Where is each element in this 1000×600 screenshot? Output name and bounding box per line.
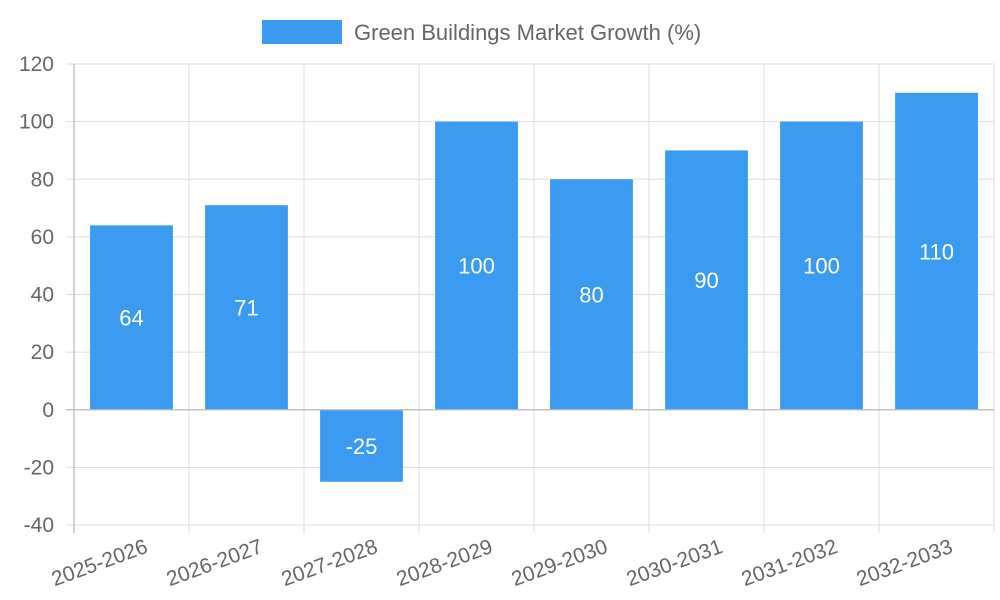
bar xyxy=(435,121,518,410)
x-tick-label: 2028-2029 xyxy=(393,535,495,591)
bar-value-label: -25 xyxy=(346,434,378,459)
bar-value-label: 64 xyxy=(119,306,143,331)
x-tick-label: 2027-2028 xyxy=(278,535,380,591)
bar-value-label: 110 xyxy=(919,239,954,264)
legend-label: Green Buildings Market Growth (%) xyxy=(354,20,701,45)
data-labels: 64 71 -25 100 80 90 100 110 xyxy=(119,239,954,458)
bar xyxy=(895,92,978,410)
x-tick-label: 2030-2031 xyxy=(623,535,725,591)
legend-swatch xyxy=(262,20,342,44)
bar-value-label: 100 xyxy=(458,254,495,279)
bar xyxy=(205,205,288,410)
x-tick-label: 2029-2030 xyxy=(508,535,610,591)
y-tick-label: 100 xyxy=(19,111,54,134)
bar-value-label: 80 xyxy=(579,283,603,308)
bars xyxy=(90,92,978,482)
bar xyxy=(665,150,748,410)
y-tick-label: 20 xyxy=(31,341,54,364)
y-tick-label: -40 xyxy=(24,514,54,537)
bar-value-label: 90 xyxy=(694,268,718,293)
axes xyxy=(66,64,994,533)
y-axis-ticks: -40 -20 0 20 40 60 80 100 120 xyxy=(19,53,54,537)
bar-value-label: 100 xyxy=(803,254,840,279)
y-tick-label: 60 xyxy=(31,226,54,249)
bar xyxy=(780,121,863,410)
y-tick-label: 0 xyxy=(42,399,54,422)
bar xyxy=(90,225,173,410)
x-tick-label: 2025-2026 xyxy=(48,535,150,591)
bar xyxy=(550,179,633,410)
legend[interactable]: Green Buildings Market Growth (%) xyxy=(262,20,701,45)
y-tick-label: -20 xyxy=(24,456,54,479)
y-tick-label: 120 xyxy=(19,53,54,76)
x-axis-ticks: 2025-2026 2026-2027 2027-2028 2028-2029 2029… xyxy=(48,535,955,591)
y-tick-label: 40 xyxy=(31,284,54,307)
x-tick-label: 2026-2027 xyxy=(163,535,265,591)
x-tick-label: 2031-2032 xyxy=(738,535,840,591)
bar-value-label: 71 xyxy=(234,295,258,320)
bar xyxy=(320,409,403,482)
y-tick-label: 80 xyxy=(31,168,54,191)
x-tick-label: 2032-2033 xyxy=(853,535,955,591)
